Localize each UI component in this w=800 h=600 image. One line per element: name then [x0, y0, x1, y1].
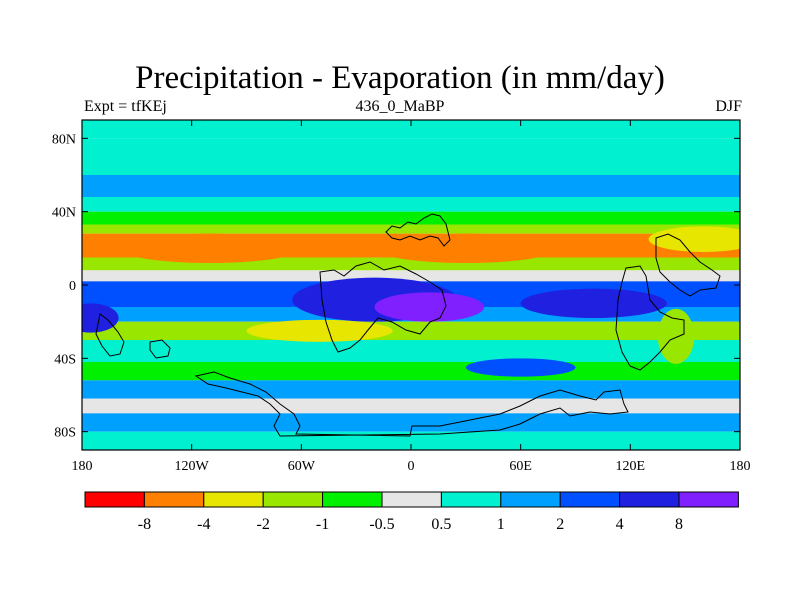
x-tick-label: 120W — [175, 459, 210, 474]
field-band — [82, 340, 740, 362]
x-tick-label: 0 — [408, 459, 415, 474]
field-band — [82, 398, 740, 414]
coastline-gondwana — [319, 261, 447, 353]
y-tick-label: 80S — [54, 426, 76, 441]
colorbar-label: -2 — [257, 516, 270, 533]
coastline-south — [194, 371, 629, 437]
coastline-layer — [95, 213, 721, 437]
colorbar-label: 1 — [497, 516, 505, 533]
field-band — [82, 197, 740, 212]
field-band — [82, 211, 740, 225]
colorbar-label: -1 — [316, 516, 329, 533]
colorbar-swatch — [381, 491, 442, 508]
colorbar-swatch — [203, 491, 264, 508]
field-band — [82, 431, 740, 450]
coastline-west-island — [95, 313, 125, 357]
experiment-date-label: 436_0_MaBP — [355, 98, 445, 115]
x-tick-label: 60E — [509, 459, 532, 474]
colorbar-label: 4 — [616, 516, 624, 533]
colorbar-swatch — [143, 491, 205, 508]
colorbar-swatch — [559, 491, 621, 508]
field-patch — [648, 226, 740, 252]
colorbar: -8 -4 -2 -1 -0.5 0.5 1 2 4 8 — [84, 491, 739, 533]
field-band — [82, 120, 740, 139]
x-tick-label: 180 — [72, 459, 93, 474]
colorbar-swatch — [678, 491, 739, 508]
y-tick-label: 40N — [52, 206, 76, 221]
field-band — [82, 321, 740, 340]
field-patch — [374, 292, 485, 322]
field-band — [82, 413, 740, 432]
colorbar-swatch — [619, 491, 680, 508]
colorbar-swatch — [262, 491, 324, 508]
field-patch — [82, 303, 119, 333]
axis-layer: 180 120W 60W 0 60E 120E 180 80N 40N 0 40S 80S — [52, 120, 751, 474]
colorbar-swatch — [440, 491, 502, 508]
field-band — [82, 380, 740, 399]
field-patch — [374, 233, 558, 263]
field-patch — [465, 358, 576, 377]
colorbar-label: -0.5 — [369, 516, 394, 533]
y-tick-label: 80N — [52, 132, 76, 147]
colorbar-swatch — [322, 491, 383, 508]
field-band — [82, 175, 740, 197]
colorbar-swatch — [84, 491, 145, 508]
experiment-label: Expt = tfKEj — [84, 98, 167, 115]
field-band — [82, 362, 740, 381]
colorbar-label: 8 — [675, 516, 683, 533]
field-layer — [82, 120, 740, 450]
x-tick-label: 180 — [730, 459, 751, 474]
x-tick-label: 120E — [616, 459, 646, 474]
coastline-asia — [615, 265, 685, 371]
y-tick-label: 40S — [54, 352, 76, 367]
y-tick-label: 0 — [69, 279, 76, 294]
colorbar-label: -8 — [138, 516, 151, 533]
x-tick-label: 60W — [288, 459, 316, 474]
colorbar-label: 2 — [556, 516, 564, 533]
colorbar-swatch — [500, 491, 561, 508]
field-band — [82, 270, 740, 282]
chart-title: Precipitation - Evaporation (in mm/day) — [135, 60, 665, 96]
field-patch — [118, 233, 302, 263]
coastline-north-america — [385, 213, 451, 247]
field-band — [82, 138, 740, 175]
coastline-east-asia — [655, 233, 721, 297]
field-patch — [657, 308, 695, 364]
field-patch — [520, 288, 667, 319]
colorbar-label: -4 — [197, 516, 210, 533]
coastline-island — [149, 339, 171, 359]
season-label: DJF — [715, 98, 742, 115]
field-band — [82, 224, 740, 234]
field-patch — [246, 319, 393, 342]
colorbar-label: 0.5 — [431, 516, 451, 533]
